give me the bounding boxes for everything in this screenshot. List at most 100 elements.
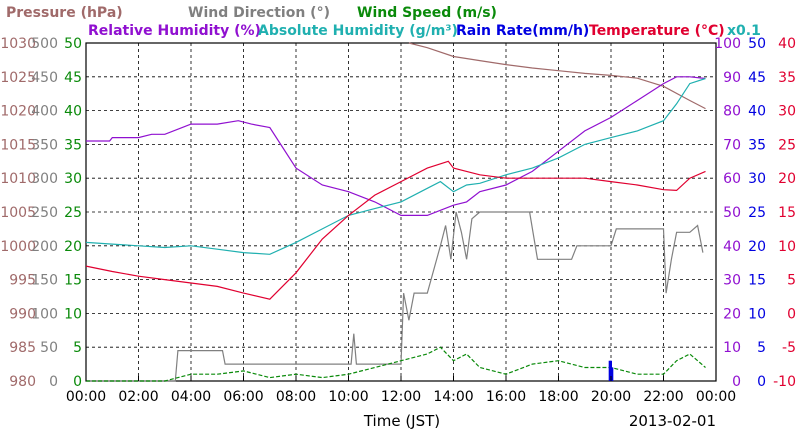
y-tick-label-rain-rate: 50 xyxy=(748,36,766,52)
x-tick-label: 16:00 xyxy=(486,389,526,405)
y-tick-label-temperature: 0 xyxy=(787,306,796,322)
series-line xyxy=(85,77,706,255)
legend-item: Relative Humidity (%) xyxy=(88,23,261,39)
y-tick-label-rain-rate: 30 xyxy=(748,171,766,187)
x-tick-label: 02:00 xyxy=(118,389,158,405)
y-tick-label-pressure: 995 xyxy=(9,273,36,289)
rain-bar xyxy=(608,360,611,381)
legend-item: x0.1 xyxy=(727,23,761,39)
x-tick-label: 10:00 xyxy=(328,389,368,405)
y-tick-label-wind-speed: 35 xyxy=(64,137,82,153)
x-tick-label: 22:00 xyxy=(643,389,683,405)
y-tick-label-humidity: 20 xyxy=(723,306,741,322)
y-tick-label-temperature: -10 xyxy=(773,374,796,390)
x-tick-label: 20:00 xyxy=(591,389,631,405)
y-tick-label-temperature: 10 xyxy=(778,239,796,255)
y-tick-label-rain-rate: 15 xyxy=(748,273,766,289)
legend-item: Rain Rate(mm/h) xyxy=(456,23,589,39)
y-tick-label-rain-rate: 40 xyxy=(748,104,766,120)
y-tick-label-humidity: 30 xyxy=(723,273,741,289)
y-tick-label-wind-speed: 40 xyxy=(64,104,82,120)
y-tick-label-wind-direction: 50 xyxy=(40,340,58,356)
x-axis-label: Time (JST) xyxy=(363,412,440,430)
y-tick-label-wind-speed: 20 xyxy=(64,239,82,255)
y-tick-label-humidity: 80 xyxy=(723,104,741,120)
grid xyxy=(86,43,716,381)
y-tick-label-humidity: 40 xyxy=(723,239,741,255)
y-tick-label-pressure: 985 xyxy=(9,340,36,356)
y-tick-label-pressure: 1005 xyxy=(0,205,36,221)
y-tick-label-wind-direction: 0 xyxy=(49,374,58,390)
series-line xyxy=(85,160,706,300)
x-tick-label: 06:00 xyxy=(223,389,263,405)
legend-item: Wind Speed (m/s) xyxy=(357,5,497,21)
y-tick-label-rain-rate: 0 xyxy=(757,374,766,390)
date-label: 2013-02-01 xyxy=(629,412,716,430)
y-tick-label-temperature: 40 xyxy=(778,36,796,52)
y-tick-label-wind-direction: 150 xyxy=(31,273,58,289)
y-tick-label-pressure: 1010 xyxy=(0,171,36,187)
y-tick-label-pressure: 1030 xyxy=(0,36,36,52)
y-tick-label-temperature: 20 xyxy=(778,171,796,187)
x-tick-label: 12:00 xyxy=(381,389,421,405)
y-tick-label-humidity: 60 xyxy=(723,171,741,187)
y-tick-label-temperature: 25 xyxy=(778,137,796,153)
y-tick-label-temperature: 30 xyxy=(778,104,796,120)
y-tick-label-wind-speed: 10 xyxy=(64,306,82,322)
y-tick-label-rain-rate: 25 xyxy=(748,205,766,221)
y-tick-label-wind-direction: 400 xyxy=(31,104,58,120)
legend-item: Wind Direction (°) xyxy=(188,5,330,21)
y-tick-label-rain-rate: 5 xyxy=(757,340,766,356)
y-tick-label-wind-direction: 300 xyxy=(31,171,58,187)
y-tick-label-pressure: 1000 xyxy=(0,239,36,255)
legend-item: Absolute Humidity (g/m³) xyxy=(258,23,458,39)
y-tick-label-humidity: 100 xyxy=(714,36,741,52)
y-tick-label-rain-rate: 45 xyxy=(748,70,766,86)
y-tick-label-wind-speed: 45 xyxy=(64,70,82,86)
y-tick-label-temperature: 5 xyxy=(787,273,796,289)
y-tick-label-humidity: 70 xyxy=(723,137,741,153)
y-axes: 9809859909951000100510101015102010251030… xyxy=(0,36,796,390)
y-tick-label-wind-direction: 200 xyxy=(31,239,58,255)
y-tick-label-rain-rate: 10 xyxy=(748,306,766,322)
y-tick-label-pressure: 1025 xyxy=(0,70,36,86)
y-tick-label-rain-rate: 20 xyxy=(748,239,766,255)
series-line xyxy=(86,346,706,382)
legend-item: Temperature (°C) xyxy=(589,23,725,39)
y-tick-label-temperature: 35 xyxy=(778,70,796,86)
y-tick-label-humidity: 90 xyxy=(723,70,741,86)
y-tick-label-wind-direction: 350 xyxy=(31,137,58,153)
x-tick-label: 14:00 xyxy=(433,389,473,405)
series-layer xyxy=(85,42,706,382)
y-tick-label-wind-speed: 50 xyxy=(64,36,82,52)
x-tick-label: 18:00 xyxy=(538,389,578,405)
y-tick-label-humidity: 50 xyxy=(723,205,741,221)
series-line xyxy=(86,211,704,382)
rain-bar xyxy=(611,367,614,381)
x-axis: 00:00 02:00 04:00 06:00 08:00 10:00 12:00 14:00… xyxy=(66,376,736,405)
y-tick-label-wind-speed: 25 xyxy=(64,205,82,221)
x-tick-label: 00:00 xyxy=(696,389,736,405)
y-tick-label-pressure: 1015 xyxy=(0,137,36,153)
series-line xyxy=(408,42,706,110)
x-tick-label: 00:00 xyxy=(66,389,106,405)
x-tick-label: 08:00 xyxy=(276,389,316,405)
legend-item: Pressure (hPa) xyxy=(6,5,123,21)
y-tick-label-wind-speed: 30 xyxy=(64,171,82,187)
y-tick-label-pressure: 990 xyxy=(9,306,36,322)
rain-bar xyxy=(610,360,612,381)
y-tick-label-wind-direction: 100 xyxy=(31,306,58,322)
y-tick-label-wind-speed: 0 xyxy=(73,374,82,390)
legend: Pressure (hPa) Wind Direction (°) Wind Spe… xyxy=(6,5,761,39)
y-tick-label-temperature: -5 xyxy=(782,340,796,356)
y-tick-label-wind-direction: 250 xyxy=(31,205,58,221)
y-tick-label-humidity: 10 xyxy=(723,340,741,356)
series-line xyxy=(86,76,706,216)
y-tick-label-rain-rate: 35 xyxy=(748,137,766,153)
y-tick-label-humidity: 0 xyxy=(732,374,741,390)
y-tick-label-wind-direction: 450 xyxy=(31,70,58,86)
y-tick-label-wind-direction: 500 xyxy=(31,36,58,52)
y-tick-label-pressure: 1020 xyxy=(0,104,36,120)
y-tick-label-pressure: 980 xyxy=(9,374,36,390)
